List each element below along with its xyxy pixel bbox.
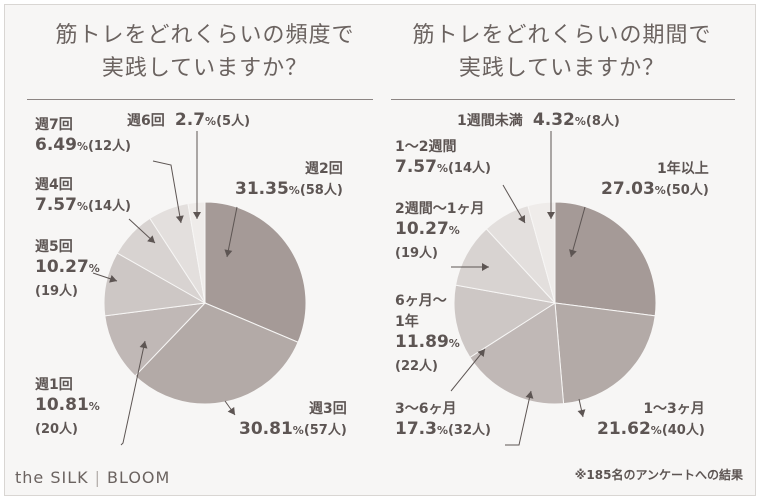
duration-slice-3 bbox=[453, 284, 557, 359]
label-shu1: 週1回 10.81% (20人) bbox=[35, 377, 100, 437]
duration-slice-0 bbox=[554, 201, 657, 317]
brand-the-silk: the SILK bbox=[15, 468, 89, 487]
left-title-line2: 実践していますか？ bbox=[101, 56, 309, 81]
label-shu2: 週2回 31.35%(58人) bbox=[235, 161, 343, 199]
leader-1-2w bbox=[502, 184, 526, 224]
right-title-line1: 筋トレをどれくらいの期間で bbox=[412, 23, 712, 48]
leader-shu6-arrowhead bbox=[193, 212, 201, 219]
frequency-slice-2 bbox=[104, 302, 207, 377]
label-3-6m: 3～6ヶ月 17.3%(32人) bbox=[395, 401, 491, 439]
leader-1y-arrowhead bbox=[569, 249, 577, 257]
brand-logo: the SILK | BLOOM bbox=[15, 468, 170, 487]
duration-slice-6 bbox=[527, 201, 556, 304]
label-1-3m: 1～3ヶ月 21.62%(40人) bbox=[597, 401, 705, 439]
right-chart-title: 筋トレをどれくらいの期間で 実践していますか？ bbox=[397, 19, 727, 85]
label-1y-plus: 1年以上 27.03%(50人) bbox=[601, 161, 709, 199]
left-title-line1: 筋トレをどれくらいの頻度で bbox=[55, 23, 355, 48]
leader-shu4-arrowhead bbox=[147, 235, 155, 243]
leader-1y bbox=[570, 206, 586, 258]
footnote: ※185名のアンケートへの結果 bbox=[574, 468, 743, 482]
label-shu5: 週5回 10.27% (19人) bbox=[35, 239, 100, 299]
label-6m-1y: 6ヶ月～ 1年 11.89% (22人) bbox=[395, 293, 460, 374]
infographic: 筋トレをどれくらいの頻度で 実践していますか？ 筋トレをどれくらいの期間で 実践… bbox=[4, 4, 756, 496]
leader-shu2 bbox=[226, 206, 238, 258]
brand-bloom: BLOOM bbox=[107, 468, 171, 487]
leader-shu1 bbox=[120, 340, 146, 446]
leader-2w-1m-arrowhead bbox=[482, 263, 489, 271]
leader-6m-1y-arrowhead bbox=[477, 349, 485, 357]
label-shu7: 週7回 6.49%(12人) bbox=[35, 117, 131, 155]
frequency-slice-0 bbox=[204, 201, 307, 343]
frequency-pie bbox=[103, 201, 307, 405]
leader-shu1-arrowhead bbox=[139, 341, 148, 349]
leader-1w-arrowhead bbox=[547, 212, 555, 219]
frequency-slice-6 bbox=[187, 201, 206, 304]
leader-shu3-arrowhead bbox=[227, 406, 235, 415]
leader-1-3m-arrowhead bbox=[577, 409, 586, 417]
label-1-2w: 1～2週間 7.57%(14人) bbox=[395, 139, 491, 177]
leader-3-6m bbox=[505, 390, 532, 446]
duration-slice-1 bbox=[554, 302, 656, 405]
leader-shu7 bbox=[152, 160, 182, 224]
leader-6m-1y bbox=[450, 348, 486, 392]
left-chart-title: 筋トレをどれくらいの頻度で 実践していますか？ bbox=[40, 19, 370, 85]
leader-shu7-arrowhead bbox=[175, 215, 184, 223]
left-title-rule bbox=[27, 99, 373, 100]
leader-1-2w-arrowhead bbox=[518, 214, 525, 223]
right-title-line2: 実践していますか？ bbox=[458, 56, 666, 81]
label-under-1w: 1週間未満 4.32%(8人) bbox=[457, 110, 620, 130]
duration-pie bbox=[453, 201, 657, 405]
leader-3-6m-arrowhead bbox=[525, 391, 534, 399]
label-shu4: 週4回 7.57%(14人) bbox=[35, 177, 131, 215]
duration-slice-2 bbox=[469, 302, 565, 405]
label-2w-1m: 2週間～1ヶ月 10.27% (19人) bbox=[395, 201, 485, 261]
leader-lines bbox=[92, 131, 586, 446]
right-title-rule bbox=[391, 99, 735, 100]
brand-separator: | bbox=[94, 468, 102, 487]
leader-shu2-arrowhead bbox=[224, 249, 233, 257]
label-shu3: 週3回 30.81%(57人) bbox=[239, 401, 347, 439]
pie-charts-canvas bbox=[92, 131, 657, 446]
label-shu6: 週6回 2.7%(5人) bbox=[127, 110, 251, 130]
leader-shu5-arrowhead bbox=[109, 274, 117, 283]
